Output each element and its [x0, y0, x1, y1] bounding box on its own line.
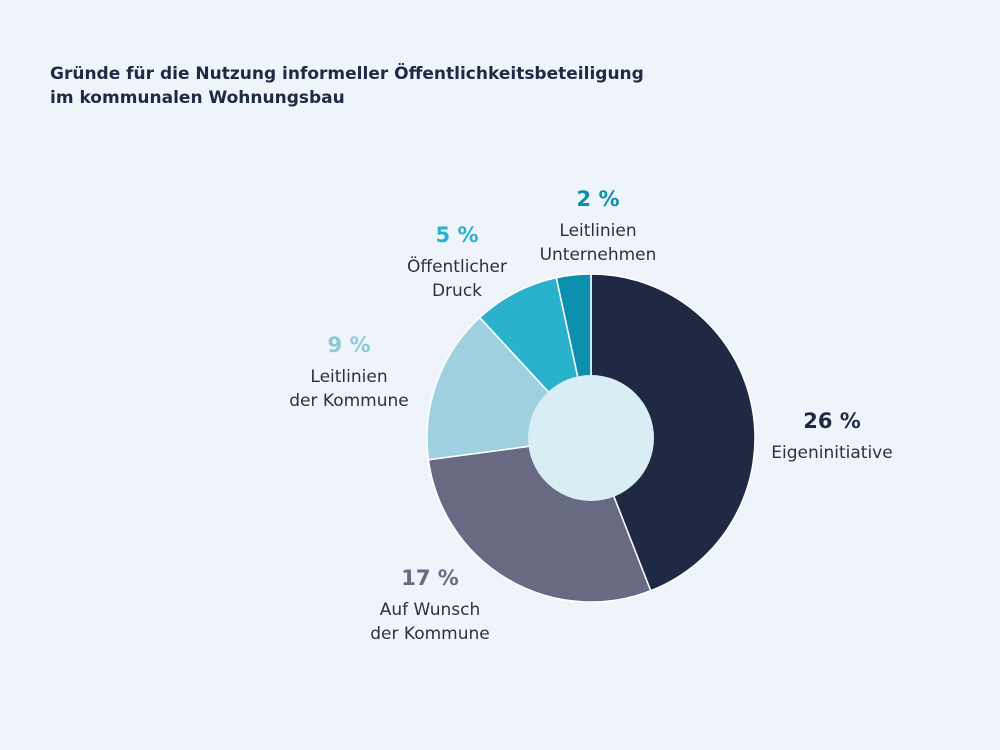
category-label-oeffentlicher-druck-line-1: Öffentlicher [407, 255, 507, 277]
value-label-leitlinien-der-kommune: 9 % [328, 333, 371, 357]
value-label-oeffentlicher-druck: 5 % [436, 223, 479, 247]
category-label-leitlinien-unternehmen-line-1: Leitlinien [559, 221, 636, 241]
value-label-eigeninitiative: 26 % [803, 409, 861, 433]
category-label-auf-wunsch-der-kommune-line-2: der Kommune [370, 624, 489, 644]
category-label-leitlinien-unternehmen-line-2: Unternehmen [540, 245, 657, 265]
category-label-leitlinien-der-kommune-line-1: Leitlinien [310, 367, 387, 387]
donut-center [528, 375, 654, 501]
value-label-leitlinien-unternehmen: 2 % [577, 187, 620, 211]
value-label-auf-wunsch-der-kommune: 17 % [401, 566, 459, 590]
category-label-oeffentlicher-druck-line-2: Druck [432, 281, 482, 301]
category-label-eigeninitiative-line-1: Eigeninitiative [771, 443, 892, 463]
category-label-leitlinien-der-kommune-line-2: der Kommune [289, 391, 408, 411]
chart-title: Gründe für die Nutzung informeller Öffen… [50, 62, 650, 110]
category-label-auf-wunsch-der-kommune-line-1: Auf Wunsch [380, 600, 481, 620]
chart-title-line-1: Gründe für die Nutzung informeller Öffen… [50, 64, 644, 84]
chart-title-line-2: im kommunalen Wohnungsbau [50, 88, 345, 108]
slice-eigeninitiative[interactable] [590, 273, 756, 592]
